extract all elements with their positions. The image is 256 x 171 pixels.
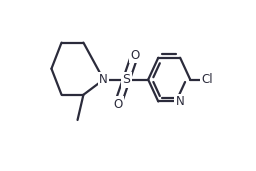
Text: S: S — [122, 73, 130, 86]
Text: Cl: Cl — [201, 73, 213, 86]
Text: O: O — [113, 97, 123, 110]
Text: N: N — [99, 73, 108, 86]
Text: N: N — [176, 95, 185, 108]
Text: O: O — [130, 49, 139, 62]
